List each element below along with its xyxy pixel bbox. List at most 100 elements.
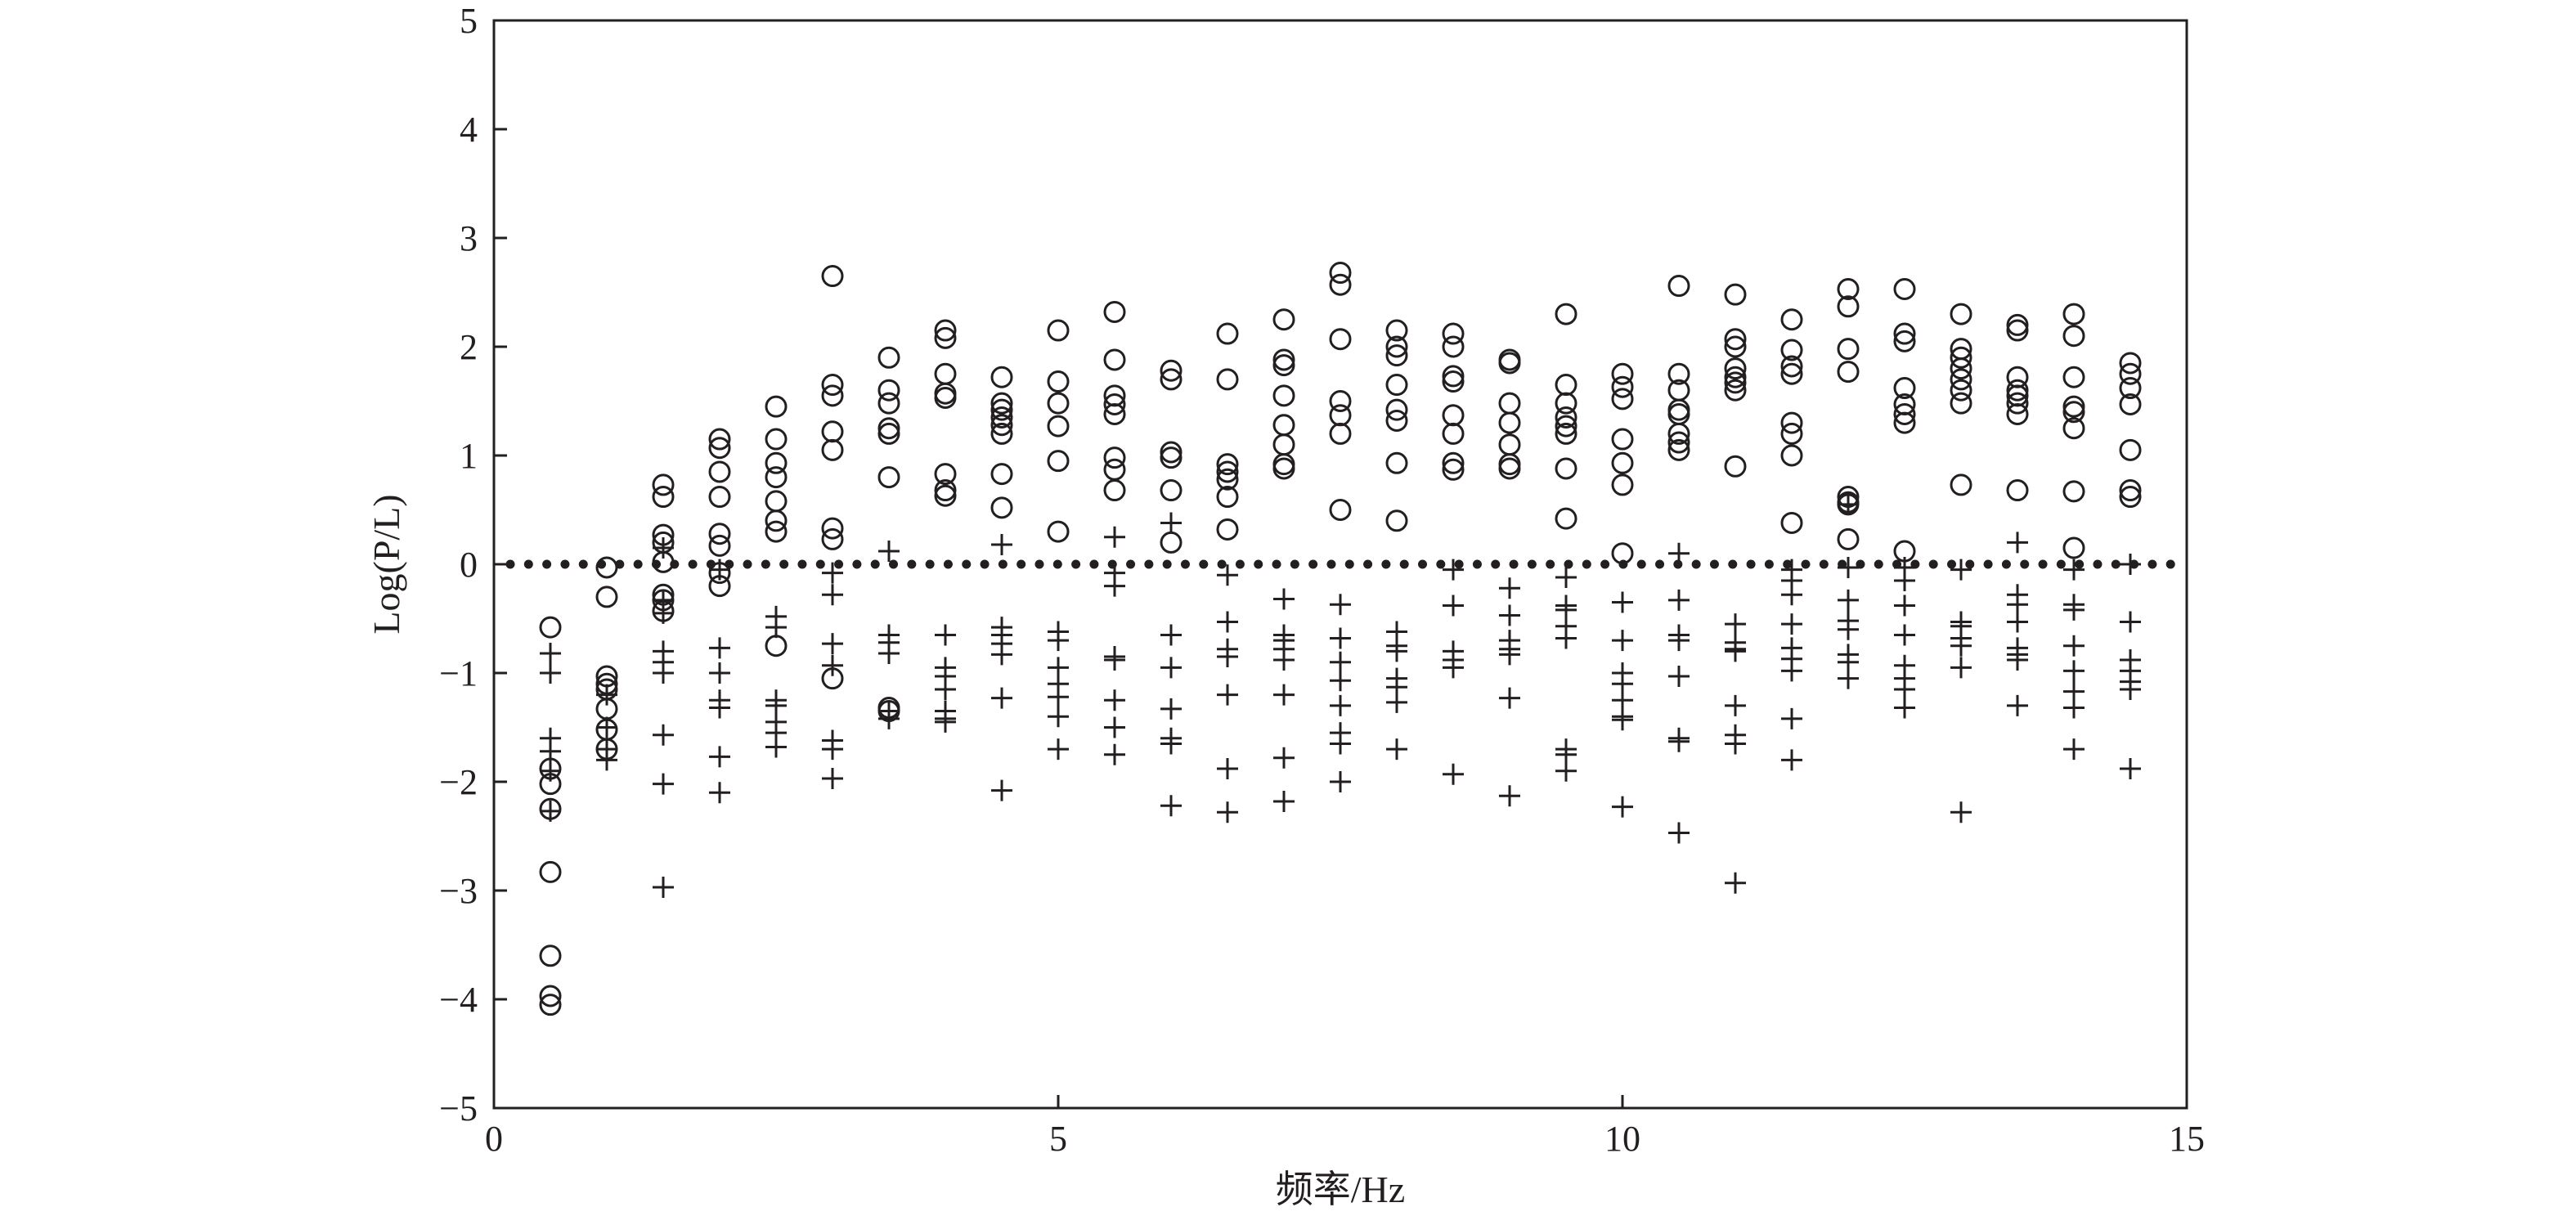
circle-point: [1667, 402, 1690, 425]
circle-point: [1442, 451, 1465, 474]
circle-point: [990, 406, 1013, 429]
plus-point: [540, 740, 561, 762]
circle-point: [2119, 486, 2142, 509]
plus-point: [1048, 686, 1069, 708]
plus-point: [878, 707, 900, 729]
plus-point: [1443, 763, 1464, 785]
circle-point: [2119, 362, 2142, 385]
x-tick-label: 10: [1604, 1119, 1640, 1159]
circle-point: [1667, 438, 1690, 461]
circle-point: [1611, 451, 1634, 474]
circle-point: [1780, 362, 1803, 385]
plus-point: [1104, 575, 1125, 597]
plus-point: [1330, 627, 1351, 649]
circle-point: [2062, 401, 2085, 424]
circle-point: [1555, 303, 1577, 325]
circle-point: [1780, 308, 1803, 331]
plus-point: [540, 662, 561, 684]
circle-point: [2006, 479, 2029, 502]
y-tick-label: 0: [460, 545, 478, 585]
circle-point: [821, 374, 844, 397]
circle-point: [1272, 384, 1295, 407]
circle-point: [1329, 328, 1352, 351]
circle-point: [1385, 335, 1408, 358]
circle-point: [1837, 527, 1860, 550]
y-tick-label: −2: [439, 762, 478, 802]
circle-point: [2119, 393, 2142, 415]
plus-point: [1217, 758, 1238, 780]
plus-point: [1668, 822, 1690, 844]
circle-point: [1442, 458, 1465, 481]
plus-point: [1499, 785, 1520, 807]
circle-point: [877, 417, 900, 440]
plus-point: [540, 800, 561, 822]
circle-point: [877, 379, 900, 402]
circle-point: [1103, 402, 1126, 425]
circle-point: [1160, 368, 1183, 391]
circle-point: [1611, 473, 1634, 496]
circle-point: [821, 438, 844, 461]
y-tick-label: −4: [439, 980, 478, 1020]
circle-point: [1385, 319, 1408, 342]
circle-point: [1780, 444, 1803, 467]
plus-point: [653, 602, 674, 624]
circle-point: [1611, 428, 1634, 451]
circle-point: [1385, 509, 1408, 532]
plus-point: [1950, 801, 1972, 823]
circle-point: [1385, 451, 1408, 474]
circle-point: [1216, 518, 1239, 541]
circle-point: [934, 463, 957, 486]
circle-point: [2119, 352, 2142, 375]
plus-point: [2063, 635, 2085, 657]
circle-point: [2119, 438, 2142, 461]
plus-point: [1160, 657, 1182, 679]
plus-point: [709, 746, 730, 768]
circle-point: [1329, 273, 1352, 296]
plus-point: [1330, 733, 1351, 755]
y-tick-label: 5: [460, 1, 478, 41]
plus-point: [2063, 599, 2085, 621]
plus-point: [1104, 526, 1125, 548]
circle-point: [1103, 300, 1126, 323]
circle-point: [539, 860, 562, 883]
circle-point: [652, 473, 675, 496]
circle-point: [934, 382, 957, 405]
plus-point: [1499, 687, 1520, 709]
plus-point: [2007, 532, 2028, 554]
plus-point: [1330, 670, 1351, 692]
circle-point: [1893, 377, 1916, 400]
plus-point: [653, 537, 674, 559]
circle-point: [1950, 303, 1972, 325]
circle-point: [1329, 422, 1352, 445]
plus-point: [1443, 559, 1464, 581]
plus-point: [1160, 698, 1182, 720]
circle-point: [1385, 409, 1408, 432]
plus-point: [2007, 694, 2028, 716]
plus-point: [991, 687, 1012, 709]
circle-point: [1216, 368, 1239, 391]
plus-point: [1048, 738, 1069, 761]
circle-point: [652, 486, 675, 509]
y-axis-title: Log(P/L): [366, 494, 407, 634]
circle-point: [1498, 457, 1521, 480]
circle-point: [877, 346, 900, 369]
circle-point: [934, 479, 957, 502]
circle-point: [821, 517, 844, 540]
circle-point: [821, 384, 844, 407]
circle-point: [1667, 362, 1690, 385]
plus-point: [1838, 618, 1859, 640]
circle-point: [821, 527, 844, 550]
plus-point: [1555, 760, 1577, 782]
plus-point: [540, 643, 561, 665]
plus-point: [822, 633, 843, 655]
circle-point: [1667, 275, 1690, 298]
circle-point: [1555, 507, 1577, 530]
plus-point: [1273, 747, 1295, 769]
plus-point: [1781, 707, 1802, 729]
y-tick-label: −3: [439, 871, 478, 911]
plus-point: [822, 562, 843, 584]
plus-point: [709, 782, 730, 804]
circle-point: [990, 496, 1013, 519]
